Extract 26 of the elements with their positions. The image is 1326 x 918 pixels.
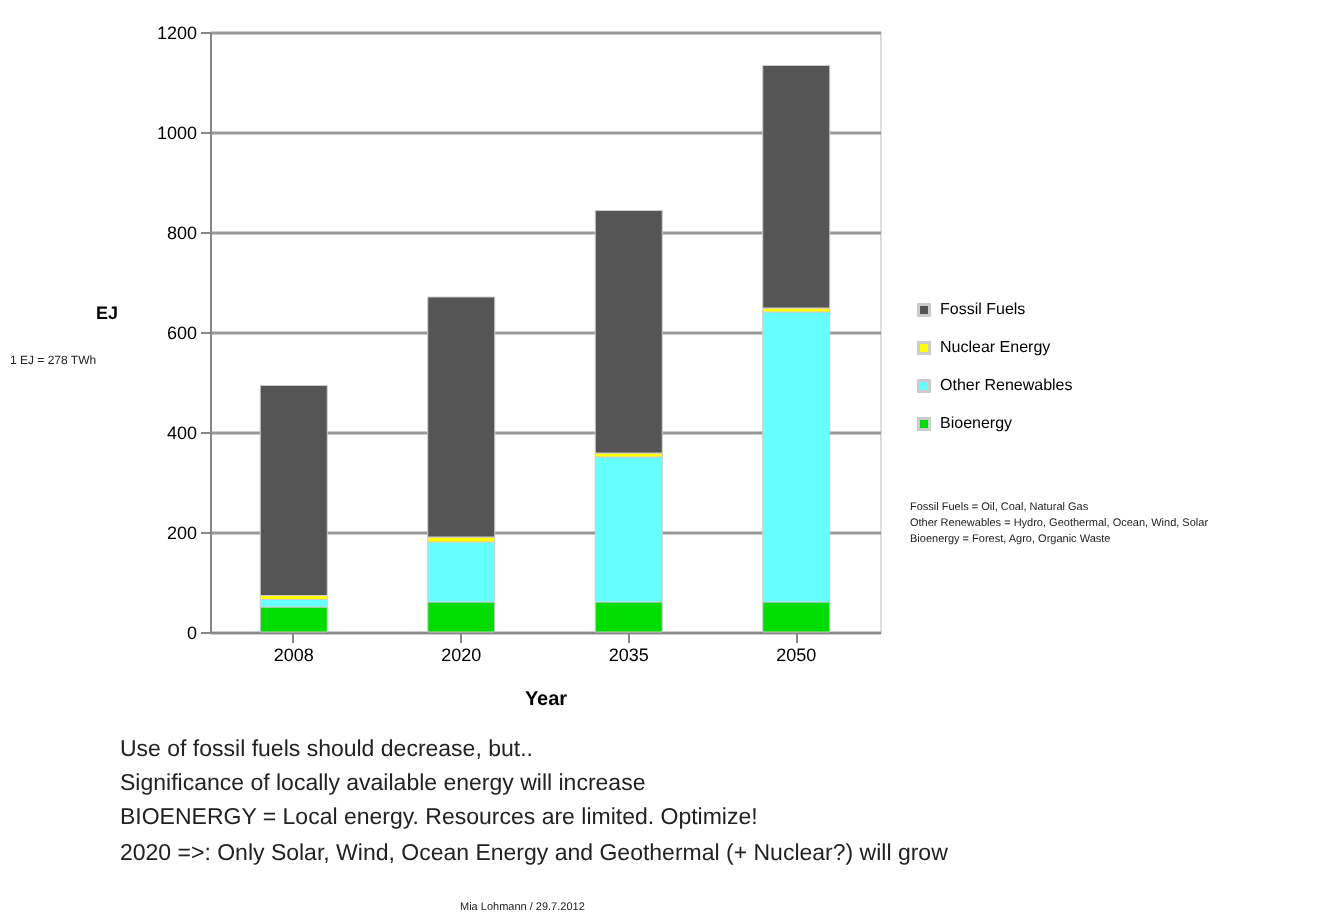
y-tick-label: 0 (186, 623, 197, 643)
y-tick-label: 600 (166, 323, 197, 343)
text: BIOENERGY = Local energy. Resources are limited. Optimize! (120, 806, 758, 830)
bar (427, 296, 496, 538)
bar (762, 65, 831, 309)
bar (259, 385, 328, 596)
x-axis-title: Year (524, 689, 568, 711)
legend-label: Nuclear Energy (940, 338, 1051, 356)
y-tick-label: 1200 (156, 23, 197, 43)
legend-label: Bioenergy (940, 414, 1013, 432)
y-tick-label: 800 (166, 223, 197, 243)
x-tick-label: 2035 (608, 645, 649, 665)
text: Use of fossil fuels should decrease, but.. (120, 738, 533, 762)
y-tick-label: 400 (166, 423, 197, 443)
y-tick-label: 200 (166, 523, 197, 543)
x-tick-label: 2008 (273, 645, 314, 665)
legend-label: Other Renewables (940, 376, 1073, 394)
bar (594, 210, 663, 454)
bar (259, 606, 328, 633)
x-tick-label: 2020 (441, 645, 482, 665)
legend-label: Fossil Fuels (940, 300, 1026, 318)
text: Significance of locally available energy will increase (120, 772, 646, 796)
x-tick-label: 2050 (776, 645, 817, 665)
y-tick-label: 1000 (156, 123, 197, 143)
text: 2020 =>: Only Solar, Wind, Ocean Energy and Geothermal (+ Nuclear?) will grow (120, 842, 950, 866)
y-axis-title: EJ (95, 303, 119, 323)
